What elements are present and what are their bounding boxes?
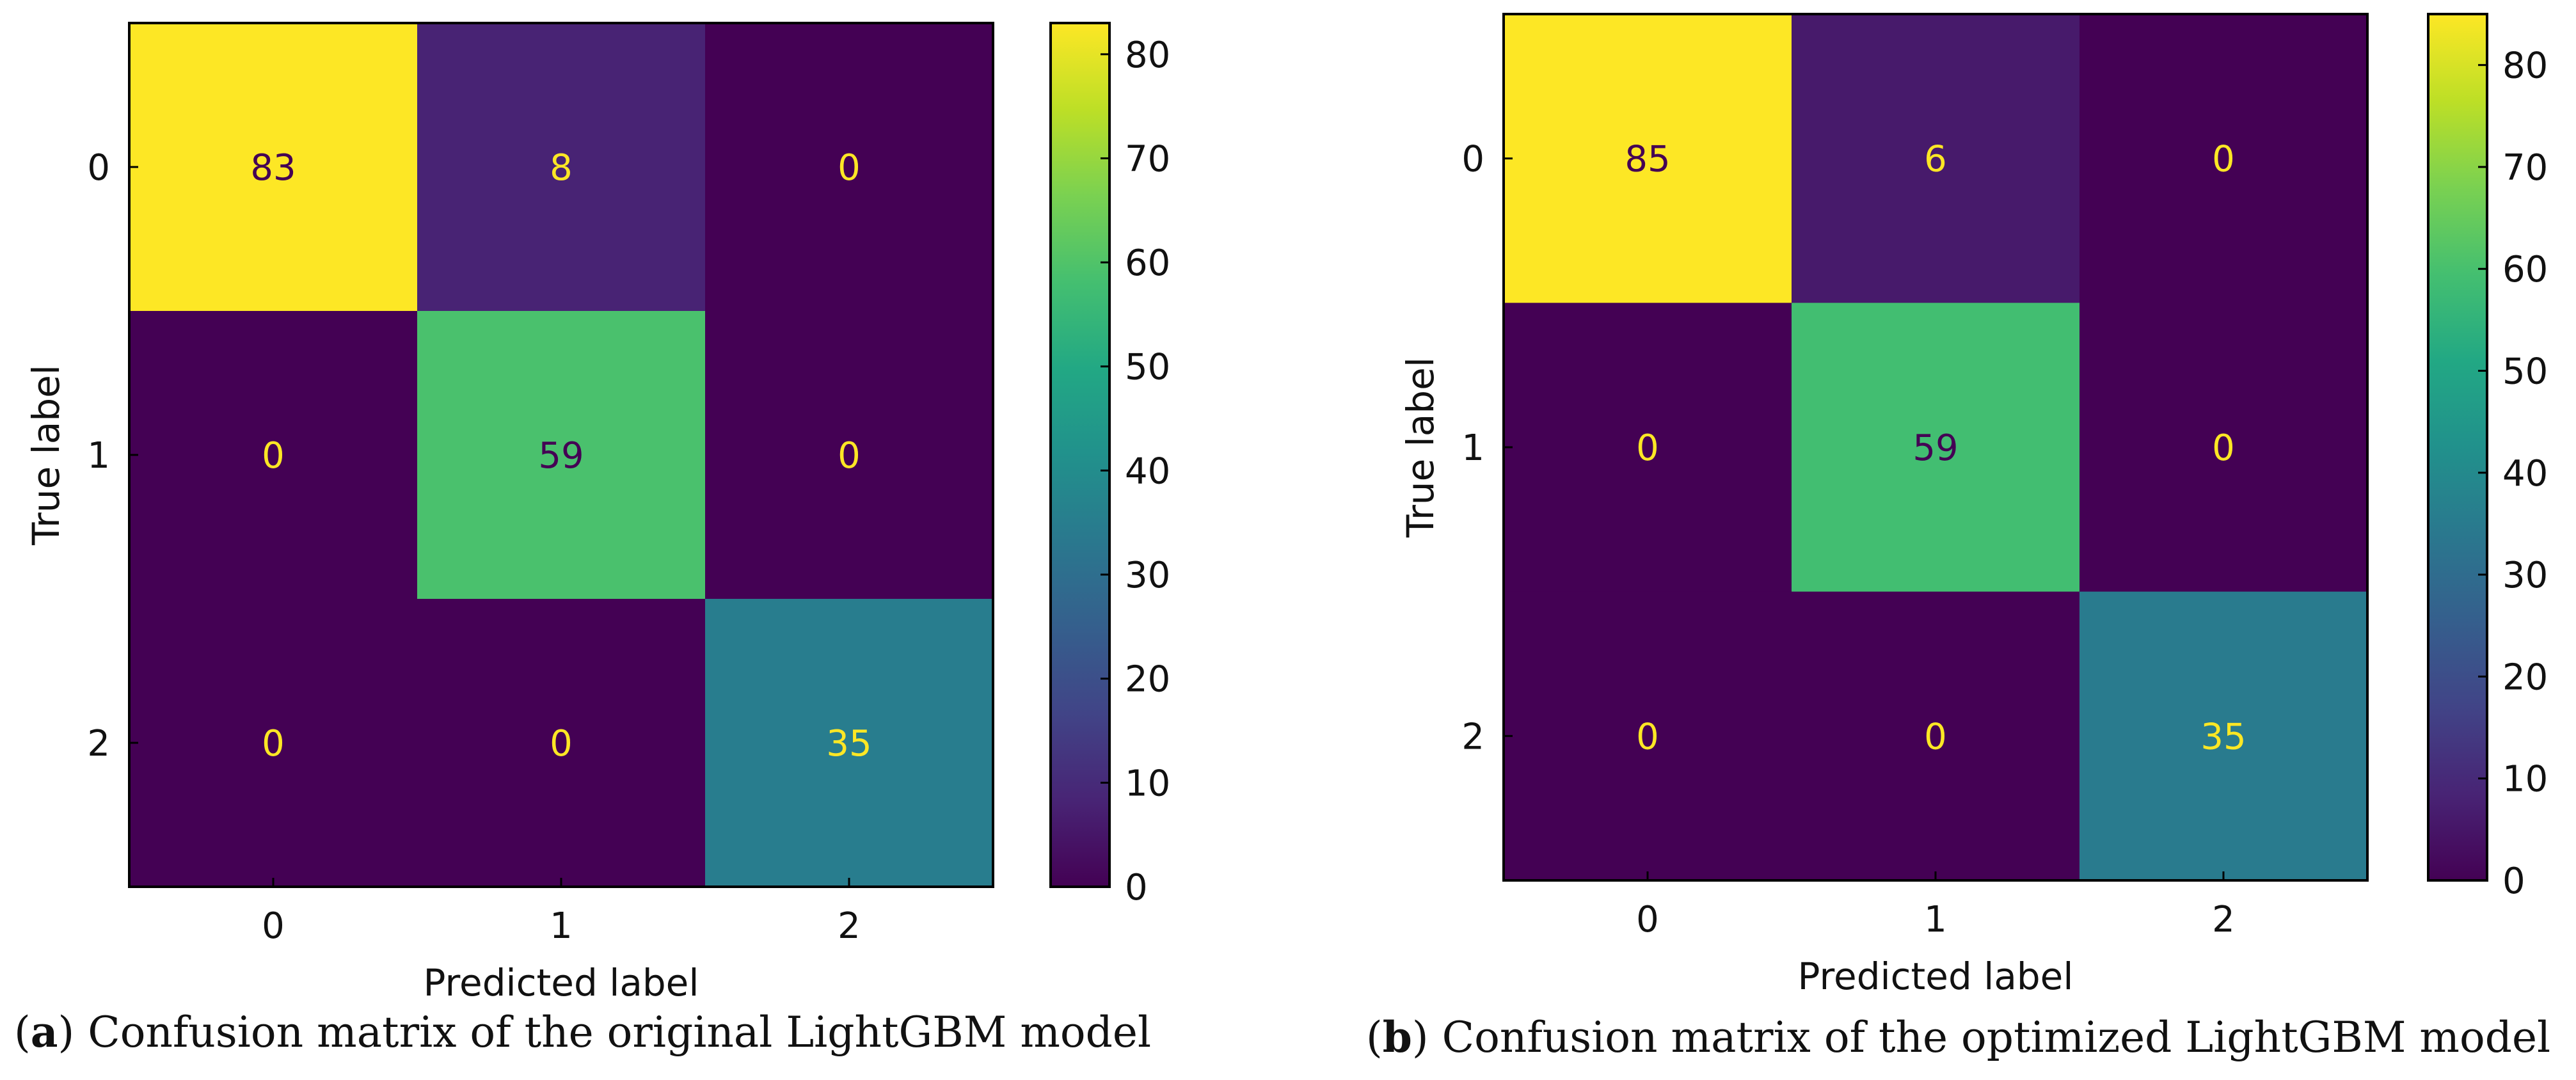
colorbar-tick-label-10: 10	[1125, 763, 1170, 804]
x-tick-label-2: 2	[838, 905, 861, 947]
colorbar-tick-label-50: 50	[2502, 351, 2548, 393]
cell-1-1	[417, 311, 706, 600]
y-tick-label-2: 2	[87, 723, 110, 765]
cell-value-0-0: 83	[250, 147, 296, 189]
caption-a-text: Confusion matrix of the original LightGB…	[74, 1008, 1152, 1057]
cell-value-2-2: 35	[2200, 716, 2246, 758]
y-tick-label-2: 2	[1461, 716, 1484, 758]
caption-a: (a) Confusion matrix of the original Lig…	[14, 1007, 1152, 1057]
cell-1-0	[1504, 303, 1792, 592]
cell-2-2	[705, 599, 994, 887]
colorbar-tick-label-10: 10	[2502, 759, 2548, 800]
colorbar-tick-label-60: 60	[1125, 242, 1170, 284]
x-tick-label-1: 1	[1924, 899, 1947, 941]
x-tick-label-0: 0	[1636, 899, 1659, 941]
cell-2-0	[1504, 591, 1792, 881]
y-tick-label-0: 0	[1461, 139, 1484, 180]
cell-2-1	[1792, 591, 2080, 881]
y-tick-label-1: 1	[1461, 427, 1484, 469]
cell-value-2-0: 0	[1636, 716, 1659, 758]
colorbar-tick-label-70: 70	[1125, 138, 1170, 180]
colorbar-tick-label-40: 40	[2502, 453, 2548, 495]
cell-0-2	[2079, 14, 2368, 303]
cell-value-0-2: 0	[2212, 139, 2235, 180]
colorbar-tick-label-60: 60	[2502, 249, 2548, 290]
x-tick-label-0: 0	[262, 905, 285, 947]
colorbar-tick-label-50: 50	[1125, 347, 1170, 388]
x-tick-label-1: 1	[550, 905, 573, 947]
cell-value-1-0: 0	[262, 435, 285, 477]
x-axis-label: Predicted label	[424, 961, 699, 998]
cell-1-2	[2079, 303, 2368, 592]
cell-value-2-1: 0	[550, 723, 573, 765]
cell-value-0-1: 8	[550, 147, 573, 189]
caption-b: (b) Confusion matrix of the optimized Li…	[1366, 1012, 2551, 1062]
y-tick-label-1: 1	[87, 435, 110, 477]
cell-2-1	[417, 599, 706, 887]
colorbar-tick-label-30: 30	[1125, 555, 1170, 596]
cell-value-2-0: 0	[262, 723, 285, 765]
cell-value-0-2: 0	[838, 147, 861, 189]
colorbar-tick-label-40: 40	[1125, 450, 1170, 492]
cell-0-0	[129, 23, 418, 312]
y-axis-label: True label	[24, 365, 68, 546]
cell-value-1-0: 0	[1636, 427, 1659, 469]
cell-2-2	[2079, 591, 2368, 881]
cell-value-2-2: 35	[826, 723, 871, 765]
cell-2-0	[129, 599, 418, 887]
colorbar-tick-label-0: 0	[2502, 861, 2525, 902]
colorbar-tick-label-80: 80	[2502, 45, 2548, 87]
cell-value-0-0: 85	[1625, 139, 1670, 180]
x-tick-label-2: 2	[2212, 899, 2235, 941]
cell-0-0	[1504, 14, 1792, 303]
cell-1-2	[705, 311, 994, 600]
colorbar-tick-label-0: 0	[1125, 867, 1148, 909]
caption-a-letter: a	[30, 1007, 58, 1057]
cell-1-1	[1792, 303, 2080, 592]
cell-0-1	[417, 23, 706, 312]
caption-b-letter: b	[1382, 1012, 1412, 1062]
colorbar-tick-label-20: 20	[2502, 656, 2548, 698]
cell-value-1-1: 59	[1912, 427, 1958, 469]
cell-value-1-2: 0	[838, 435, 861, 477]
cell-value-0-1: 6	[1924, 139, 1947, 180]
y-tick-label-0: 0	[87, 147, 110, 189]
cell-value-2-1: 0	[1924, 716, 1947, 758]
cell-0-1	[1792, 14, 2080, 303]
caption-b-text: Confusion matrix of the optimized LightG…	[1428, 1013, 2551, 1062]
colorbar-tick-label-70: 70	[2502, 147, 2548, 189]
cell-0-2	[705, 23, 994, 312]
colorbar	[1049, 22, 1111, 888]
colorbar	[2427, 13, 2488, 882]
y-axis-label: True label	[1399, 357, 1442, 538]
colorbar-tick-label-80: 80	[1125, 35, 1170, 76]
cell-value-1-1: 59	[538, 435, 584, 477]
x-axis-label: Predicted label	[1798, 955, 2074, 998]
cell-value-1-2: 0	[2212, 427, 2235, 469]
colorbar-tick-label-20: 20	[1125, 659, 1170, 701]
cell-1-0	[129, 311, 418, 600]
colorbar-tick-label-30: 30	[2502, 555, 2548, 596]
